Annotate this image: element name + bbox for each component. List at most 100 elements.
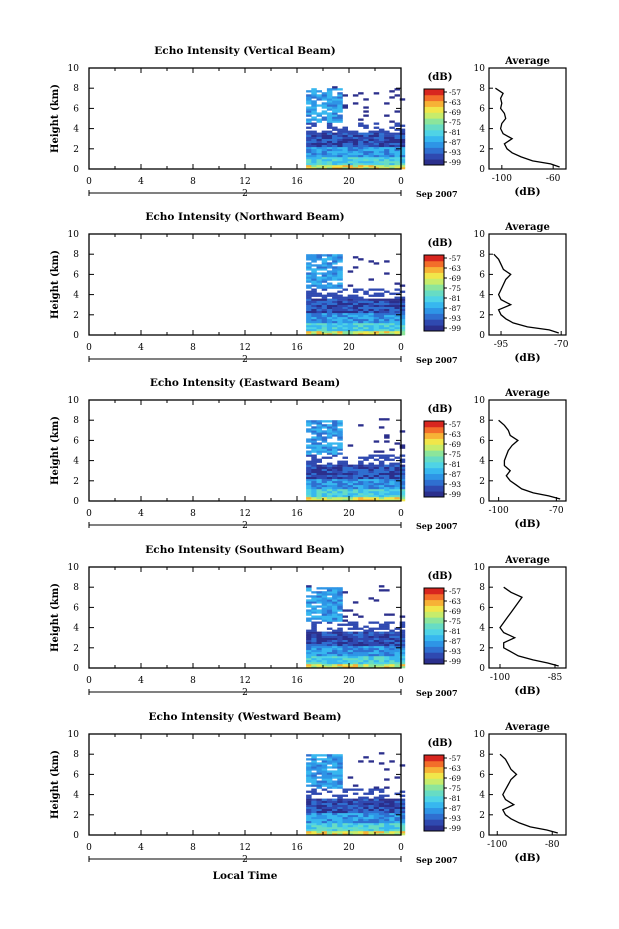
heatmap-cell: [394, 814, 400, 818]
heatmap-cell: [358, 288, 364, 291]
heatmap-cell: [373, 333, 380, 336]
heatmap-cell: [326, 448, 333, 451]
heatmap-cell: [326, 468, 333, 471]
heatmap-cell: [321, 278, 328, 281]
heatmap-cell: [342, 154, 348, 158]
heatmap-cell: [368, 154, 374, 158]
heatmap-cell: [342, 474, 348, 477]
heatmap-cell: [352, 653, 359, 657]
heatmap-cell: [394, 490, 400, 494]
heatmap-cell: [321, 456, 328, 459]
heatmap-cell: [306, 132, 312, 135]
colorbar-swatch: [424, 755, 444, 762]
heatmap-cell: [352, 298, 359, 301]
heatmap-cell: [347, 470, 354, 473]
heatmap-cell: [337, 597, 343, 600]
heatmap-cell: [332, 808, 338, 811]
heatmap-cell: [332, 88, 338, 91]
heatmap-cell: [337, 110, 343, 113]
heatmap-cell: [378, 585, 385, 588]
heatmap-cell: [352, 304, 359, 307]
heatmap-cell: [347, 820, 354, 824]
heatmap-cell: [394, 831, 400, 834]
heatmap-cell: [326, 94, 333, 97]
heatmap-cell: [332, 784, 338, 787]
heatmap-cell: [378, 470, 385, 473]
profile-x-label: (dB): [514, 352, 540, 364]
heatmap-cell: [389, 833, 395, 836]
heatmap-cell: [368, 812, 374, 816]
profile-y-tick-label: 10: [474, 730, 486, 740]
heatmap-cell: [368, 140, 374, 143]
heatmap-cell: [306, 617, 312, 620]
colorbar-swatch: [424, 760, 444, 768]
heatmap-cell: [368, 482, 374, 486]
heatmap-cell: [311, 816, 317, 820]
heatmap-cell: [326, 804, 333, 807]
heatmap-cell: [373, 458, 380, 461]
heatmap-cell: [384, 474, 390, 477]
heatmap-cell: [332, 266, 338, 269]
heatmap-cell: [389, 497, 395, 500]
heatmap-cell: [394, 635, 400, 638]
heatmap-cell: [332, 260, 338, 263]
heatmap-cell: [311, 148, 317, 152]
heatmap-cell: [352, 290, 359, 293]
heatmap-cell: [363, 300, 369, 303]
heatmap-cell: [399, 490, 406, 494]
colorbar-tick-label: -57: [449, 754, 461, 763]
heatmap-cell: [337, 266, 343, 269]
heatmap-cell: [316, 609, 322, 612]
colorbar-swatch: [424, 772, 444, 779]
heatmap-cell: [373, 304, 380, 307]
heatmap-cell: [378, 802, 385, 805]
heatmap-cell: [389, 651, 395, 655]
heatmap-cell: [311, 812, 317, 816]
heatmap-cell: [394, 146, 400, 150]
heatmap-cell: [373, 480, 380, 484]
heatmap-cell: [316, 420, 322, 423]
heatmap-cell: [389, 466, 395, 469]
heatmap-cell: [399, 488, 406, 492]
heatmap-cell: [316, 768, 322, 771]
colorbar-tick-label: -63: [449, 597, 461, 606]
heatmap-cell: [306, 468, 312, 471]
heatmap-cell: [368, 306, 374, 309]
heatmap-cell: [321, 94, 328, 97]
heatmap-cell: [358, 167, 364, 170]
heatmap-cell: [337, 130, 343, 133]
heatmap-cell: [358, 464, 364, 467]
heatmap-cell: [389, 306, 395, 309]
heatmap-cell: [306, 643, 312, 647]
heatmap-cell: [384, 272, 390, 275]
chart-panel-4: Echo Intensity (Southward Beam)Height (k…: [50, 544, 567, 698]
heatmap-cell: [332, 454, 338, 457]
heatmap-cell: [368, 136, 374, 139]
heatmap-cell: [368, 802, 374, 805]
heatmap-cell: [378, 480, 385, 484]
colorbar-swatch: [424, 153, 444, 160]
heatmap-cell: [389, 621, 395, 624]
heatmap-cell: [399, 128, 406, 131]
heatmap-cell: [352, 484, 359, 488]
heatmap-cell: [352, 635, 359, 638]
heatmap-cell: [378, 150, 385, 154]
colorbar-tick-label: -99: [449, 490, 461, 499]
heatmap-cell: [311, 144, 317, 148]
y-tick-label: 6: [73, 270, 79, 280]
heatmap-cell: [306, 816, 312, 820]
heatmap-cell: [342, 833, 348, 836]
heatmap-cell: [306, 808, 312, 811]
heatmap-cell: [384, 627, 390, 630]
heatmap-cell: [337, 106, 343, 109]
heatmap-cell: [316, 499, 322, 502]
heatmap-cell: [316, 776, 322, 779]
heatmap-cell: [368, 160, 374, 164]
heatmap-cell: [394, 492, 400, 496]
profile-x-tick-label: -95: [494, 340, 509, 350]
heatmap-cell: [352, 482, 359, 486]
heatmap-cell: [384, 831, 390, 834]
y-tick-label: 8: [73, 416, 79, 426]
heatmap-cell: [337, 420, 343, 423]
heatmap-cell: [316, 442, 322, 445]
